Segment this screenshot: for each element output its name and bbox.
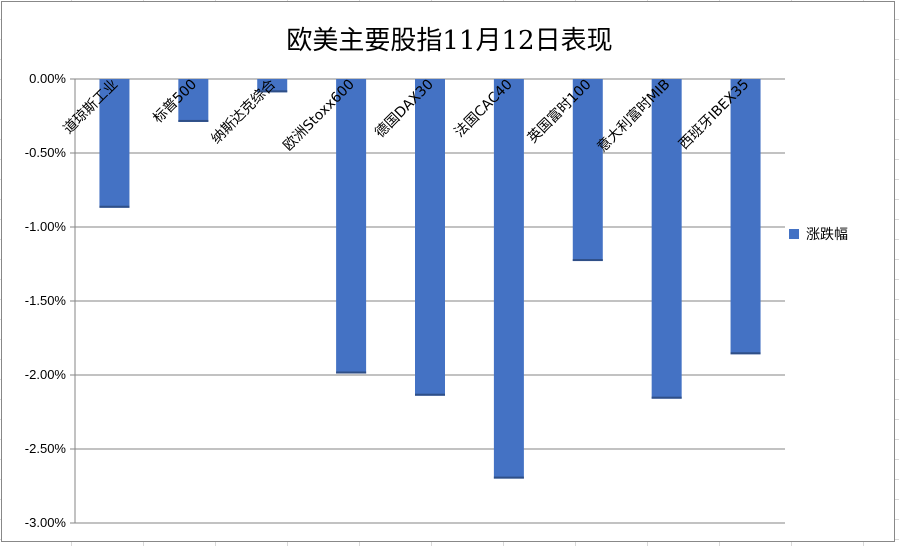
y-tick-label: -1.00% xyxy=(25,219,67,234)
y-tick-label: -2.50% xyxy=(25,441,67,456)
legend-label: 涨跌幅 xyxy=(806,227,848,243)
bar-edge xyxy=(336,371,367,374)
chart-title: 欧美主要股指11月12日表现 xyxy=(286,26,613,56)
bar xyxy=(99,79,130,208)
y-tick-label: -3.00% xyxy=(25,515,67,530)
y-tick-label: -1.50% xyxy=(25,293,67,308)
bar xyxy=(336,79,367,374)
bar-edge xyxy=(178,119,209,122)
bar xyxy=(572,79,603,262)
bar-edge xyxy=(257,90,288,93)
x-category-label: 纳斯达克综合 xyxy=(208,77,279,148)
bar xyxy=(178,79,209,122)
bar-edge xyxy=(493,476,524,479)
bar xyxy=(651,79,682,399)
bar xyxy=(415,79,445,396)
bar-edge xyxy=(730,352,761,355)
bar xyxy=(257,79,288,93)
bar-edge xyxy=(651,396,682,399)
legend-swatch xyxy=(789,229,799,239)
y-tick-label: -2.00% xyxy=(25,367,67,382)
bar-edge xyxy=(99,205,130,208)
bar-edge xyxy=(572,259,603,262)
bar xyxy=(493,79,524,479)
y-tick-label: -0.50% xyxy=(25,145,67,160)
y-tick-label: 0.00% xyxy=(29,71,66,86)
bar xyxy=(730,79,761,355)
bar-edge xyxy=(415,393,445,396)
